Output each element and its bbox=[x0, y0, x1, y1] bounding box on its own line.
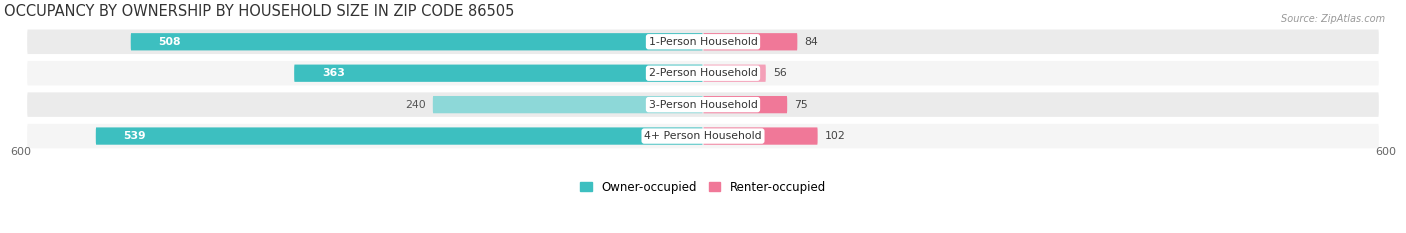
Text: 600: 600 bbox=[10, 147, 31, 158]
Text: 84: 84 bbox=[804, 37, 818, 47]
Text: 102: 102 bbox=[825, 131, 845, 141]
Text: Source: ZipAtlas.com: Source: ZipAtlas.com bbox=[1281, 14, 1385, 24]
Text: 539: 539 bbox=[124, 131, 146, 141]
FancyBboxPatch shape bbox=[703, 65, 766, 82]
FancyBboxPatch shape bbox=[27, 30, 1379, 54]
Text: 4+ Person Household: 4+ Person Household bbox=[644, 131, 762, 141]
Text: 75: 75 bbox=[794, 100, 808, 110]
Text: 56: 56 bbox=[773, 68, 786, 78]
FancyBboxPatch shape bbox=[96, 127, 703, 145]
Text: 363: 363 bbox=[322, 68, 344, 78]
FancyBboxPatch shape bbox=[27, 124, 1379, 148]
Text: 508: 508 bbox=[159, 37, 181, 47]
FancyBboxPatch shape bbox=[27, 92, 1379, 117]
Text: 3-Person Household: 3-Person Household bbox=[648, 100, 758, 110]
Text: OCCUPANCY BY OWNERSHIP BY HOUSEHOLD SIZE IN ZIP CODE 86505: OCCUPANCY BY OWNERSHIP BY HOUSEHOLD SIZE… bbox=[4, 4, 515, 19]
FancyBboxPatch shape bbox=[703, 96, 787, 113]
FancyBboxPatch shape bbox=[703, 33, 797, 50]
FancyBboxPatch shape bbox=[703, 127, 818, 145]
FancyBboxPatch shape bbox=[27, 61, 1379, 86]
Text: 1-Person Household: 1-Person Household bbox=[648, 37, 758, 47]
Legend: Owner-occupied, Renter-occupied: Owner-occupied, Renter-occupied bbox=[575, 176, 831, 199]
Text: 240: 240 bbox=[405, 100, 426, 110]
FancyBboxPatch shape bbox=[294, 65, 703, 82]
FancyBboxPatch shape bbox=[433, 96, 703, 113]
Text: 600: 600 bbox=[1375, 147, 1396, 158]
Text: 2-Person Household: 2-Person Household bbox=[648, 68, 758, 78]
FancyBboxPatch shape bbox=[131, 33, 703, 50]
